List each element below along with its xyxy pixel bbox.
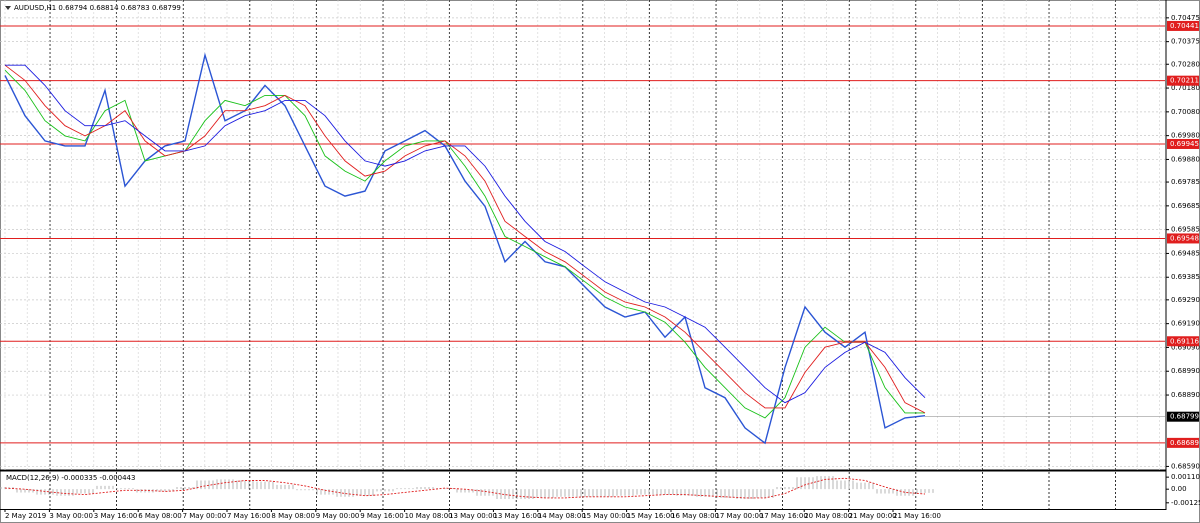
moving-average [4, 64, 926, 414]
current-price-box [1167, 411, 1199, 422]
y-tick-label: 0.70375 [1171, 38, 1200, 46]
x-tick-label: 2 May 2019 [5, 512, 46, 520]
y-tick-label: 0.69980 [1171, 132, 1200, 140]
level-label: 0.68689 [1170, 439, 1199, 447]
y-tick-label: 0.70080 [1171, 108, 1200, 116]
y-tick-label: 0.69880 [1171, 155, 1200, 163]
y-tick-label: 0.001107 [1171, 473, 1200, 481]
y-tick-label: 0.70280 [1171, 60, 1200, 68]
level-label-box [1167, 233, 1199, 244]
level-label-box [1167, 336, 1199, 347]
y-tick-label: 0.69785 [1171, 178, 1200, 186]
y-tick-label: 0.70475 [1171, 14, 1200, 22]
x-tick-label: 10 May 08:00 [405, 512, 453, 520]
x-tick-label: 15 May 16:00 [627, 512, 675, 520]
x-tick-label: 17 May 00:00 [715, 512, 763, 520]
day-separators [49, 0, 1116, 509]
y-tick-label: -0.001252 [1171, 499, 1200, 507]
x-tick-label: 8 May 08:00 [271, 512, 315, 520]
level-label: 0.69945 [1170, 140, 1199, 148]
macd-title: MACD(12,26,9) -0.000335 -0.000443 [6, 474, 135, 482]
x-tick-label: 9 May 00:00 [316, 512, 360, 520]
x-tick-label: 13 May 00:00 [449, 512, 497, 520]
x-tick-label: 15 May 00:00 [582, 512, 630, 520]
level-label-box [1167, 75, 1199, 86]
menu-arrow [5, 6, 11, 10]
x-tick-label: 14 May 08:00 [538, 512, 586, 520]
x-tick-label: 20 May 08:00 [804, 512, 852, 520]
x-tick-label: 3 May 16:00 [94, 512, 138, 520]
x-tick-label: 6 May 08:00 [138, 512, 182, 520]
y-tick-label: 0.68590 [1171, 462, 1200, 470]
x-tick-label: 9 May 16:00 [360, 512, 404, 520]
moving-average [4, 69, 925, 419]
x-tick-label: 21 May 00:00 [849, 512, 897, 520]
x-tick-label: 7 May 16:00 [227, 512, 271, 520]
chart-title: AUDUSD,H1 0.68794 0.68814 0.68783 0.6879… [14, 4, 181, 12]
y-tick-label: 0.68990 [1171, 367, 1200, 375]
level-label-box [1167, 437, 1199, 448]
level-label: 0.69548 [1170, 234, 1199, 242]
y-tick-label: 0.00 [1171, 485, 1187, 493]
y-tick-label: 0.68890 [1171, 391, 1200, 399]
macd-signal [4, 477, 926, 499]
level-label-box [1167, 138, 1199, 149]
x-tick-label: 17 May 16:00 [760, 512, 808, 520]
y-tick-label: 0.69685 [1171, 202, 1200, 210]
level-label: 0.69116 [1170, 337, 1199, 345]
x-tick-label: 13 May 16:00 [493, 512, 541, 520]
level-label: 0.70211 [1170, 77, 1199, 85]
y-tick-label: 0.69090 [1171, 343, 1200, 351]
x-tick-label: 3 May 00:00 [49, 512, 93, 520]
x-tick-label: 21 May 16:00 [893, 512, 941, 520]
moving-average [5, 64, 926, 404]
y-tick-label: 0.69485 [1171, 249, 1200, 257]
y-tick-label: 0.70180 [1171, 84, 1200, 92]
level-label-box [1167, 20, 1199, 31]
level-label: 0.70441 [1170, 22, 1199, 30]
y-tick-label: 0.69290 [1171, 296, 1200, 304]
y-tick-label: 0.69190 [1171, 320, 1200, 328]
y-tick-label: 0.69585 [1171, 226, 1200, 234]
y-tick-label: 0.69385 [1171, 273, 1200, 281]
x-tick-label: 16 May 08:00 [671, 512, 719, 520]
x-tick-label: 7 May 00:00 [183, 512, 227, 520]
current-price-label: 0.68799 [1170, 413, 1199, 421]
